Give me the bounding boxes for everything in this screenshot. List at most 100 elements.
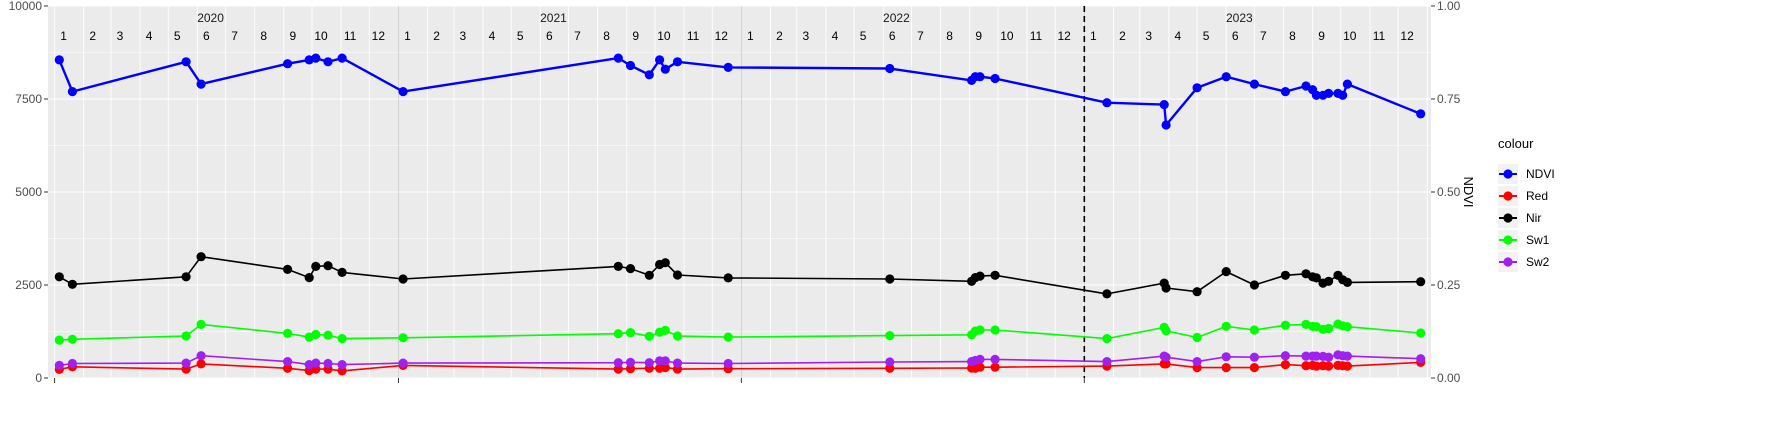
grid-major — [48, 5, 1431, 379]
month-label: 11 — [1373, 29, 1386, 43]
month-label: 2 — [776, 29, 783, 43]
data-point-sw2 — [1221, 352, 1231, 362]
data-point-sw2 — [398, 358, 408, 368]
data-point-red — [337, 366, 347, 376]
data-point-ndvi — [196, 79, 206, 89]
legend-key-point-sw1 — [1503, 235, 1513, 245]
data-point-sw2 — [283, 357, 293, 367]
legend-key-point-ndvi — [1503, 169, 1513, 179]
data-point-sw1 — [1280, 320, 1290, 330]
left-axis-tick-label: 2500 — [15, 278, 42, 292]
data-point-ndvi — [975, 72, 985, 82]
data-point-sw1 — [613, 329, 623, 339]
data-point-ndvi — [283, 59, 293, 69]
data-point-red — [1280, 360, 1290, 370]
data-point-sw1 — [625, 328, 636, 338]
data-point-nir — [67, 279, 77, 289]
data-point-ndvi — [398, 87, 408, 97]
data-point-red — [625, 364, 636, 374]
grid-minor — [48, 52, 1431, 332]
year-label: 2023 — [1226, 11, 1253, 25]
data-point-sw2 — [323, 358, 333, 369]
month-label: 9 — [975, 29, 982, 43]
data-point-ndvi — [655, 55, 665, 65]
left-axis-tick-label: 0 — [35, 371, 42, 385]
data-point-nir — [613, 261, 623, 271]
legend-label-nir: Nir — [1526, 211, 1541, 225]
month-label: 10 — [1343, 29, 1357, 43]
data-point-red — [283, 363, 293, 373]
data-point-nir — [660, 258, 670, 268]
data-point-ndvi — [1221, 72, 1231, 82]
month-label: 10 — [657, 29, 671, 43]
data-point-ndvi — [1161, 120, 1171, 130]
month-label: 6 — [889, 29, 896, 43]
data-point-sw1 — [1161, 326, 1171, 336]
data-point-sw1 — [885, 331, 895, 341]
data-point-nir — [672, 270, 683, 280]
data-point-sw2 — [311, 358, 321, 368]
legend-title: colour — [1498, 136, 1534, 151]
data-point-ndvi — [1102, 98, 1112, 108]
data-point-ndvi — [67, 87, 77, 97]
data-point-red — [1221, 363, 1231, 373]
right-axis-tick-label: 0.50 — [1437, 185, 1461, 199]
data-point-sw1 — [644, 331, 654, 341]
month-label: 2 — [1119, 29, 1126, 43]
month-label: 5 — [860, 29, 867, 43]
data-point-sw1 — [672, 331, 683, 341]
data-point-sw2 — [1249, 352, 1259, 362]
data-point-nir — [196, 252, 206, 262]
bottom-x-axis — [54, 378, 1085, 383]
month-label: 4 — [146, 29, 153, 43]
right-axis-tick-label: 1.00 — [1437, 0, 1461, 13]
month-label: 1 — [60, 29, 67, 43]
month-label: 10 — [1000, 29, 1014, 43]
month-label: 5 — [1203, 29, 1210, 43]
data-point-sw1 — [337, 334, 347, 344]
data-point-sw1 — [1249, 325, 1259, 335]
data-point-nir — [337, 267, 347, 277]
month-label: 12 — [715, 29, 729, 43]
month-label: 7 — [574, 29, 581, 43]
data-point-red — [196, 359, 206, 369]
data-point-sw2 — [1161, 352, 1171, 362]
month-label: 7 — [231, 29, 238, 43]
data-point-sw2 — [613, 358, 623, 368]
data-point-nir — [1311, 273, 1321, 283]
data-point-sw1 — [1324, 323, 1334, 334]
data-point-red — [1249, 363, 1259, 373]
data-point-nir — [1342, 277, 1352, 287]
left-axis-tick-label: 5000 — [15, 185, 42, 199]
data-point-sw2 — [1192, 357, 1202, 367]
data-point-sw2 — [1324, 352, 1334, 362]
data-point-sw1 — [398, 333, 408, 343]
data-point-nir — [1416, 277, 1426, 287]
data-point-nir — [625, 264, 636, 274]
data-point-nir — [283, 264, 293, 274]
right-axis-tick-label: 0.00 — [1437, 371, 1461, 385]
data-point-ndvi — [990, 73, 1000, 84]
data-point-sw2 — [54, 360, 64, 370]
data-point-nir — [1192, 287, 1202, 297]
month-label: 5 — [174, 29, 181, 43]
data-point-sw2 — [1301, 351, 1311, 361]
month-label: 4 — [489, 29, 496, 43]
data-point-nir — [723, 273, 733, 283]
data-point-sw2 — [975, 354, 985, 364]
data-point-sw1 — [283, 328, 293, 338]
month-label: 12 — [372, 29, 386, 43]
month-label: 3 — [802, 29, 809, 43]
month-label: 9 — [1318, 29, 1325, 43]
month-label: 7 — [917, 29, 924, 43]
data-point-ndvi — [1311, 90, 1321, 100]
data-point-sw1 — [1416, 328, 1426, 338]
data-point-nir — [323, 261, 333, 271]
data-point-nir — [1280, 270, 1290, 280]
data-point-ndvi — [660, 64, 670, 74]
data-point-nir — [304, 273, 314, 283]
data-point-nir — [54, 272, 64, 282]
data-point-sw2 — [723, 358, 733, 369]
data-point-ndvi — [311, 53, 321, 63]
